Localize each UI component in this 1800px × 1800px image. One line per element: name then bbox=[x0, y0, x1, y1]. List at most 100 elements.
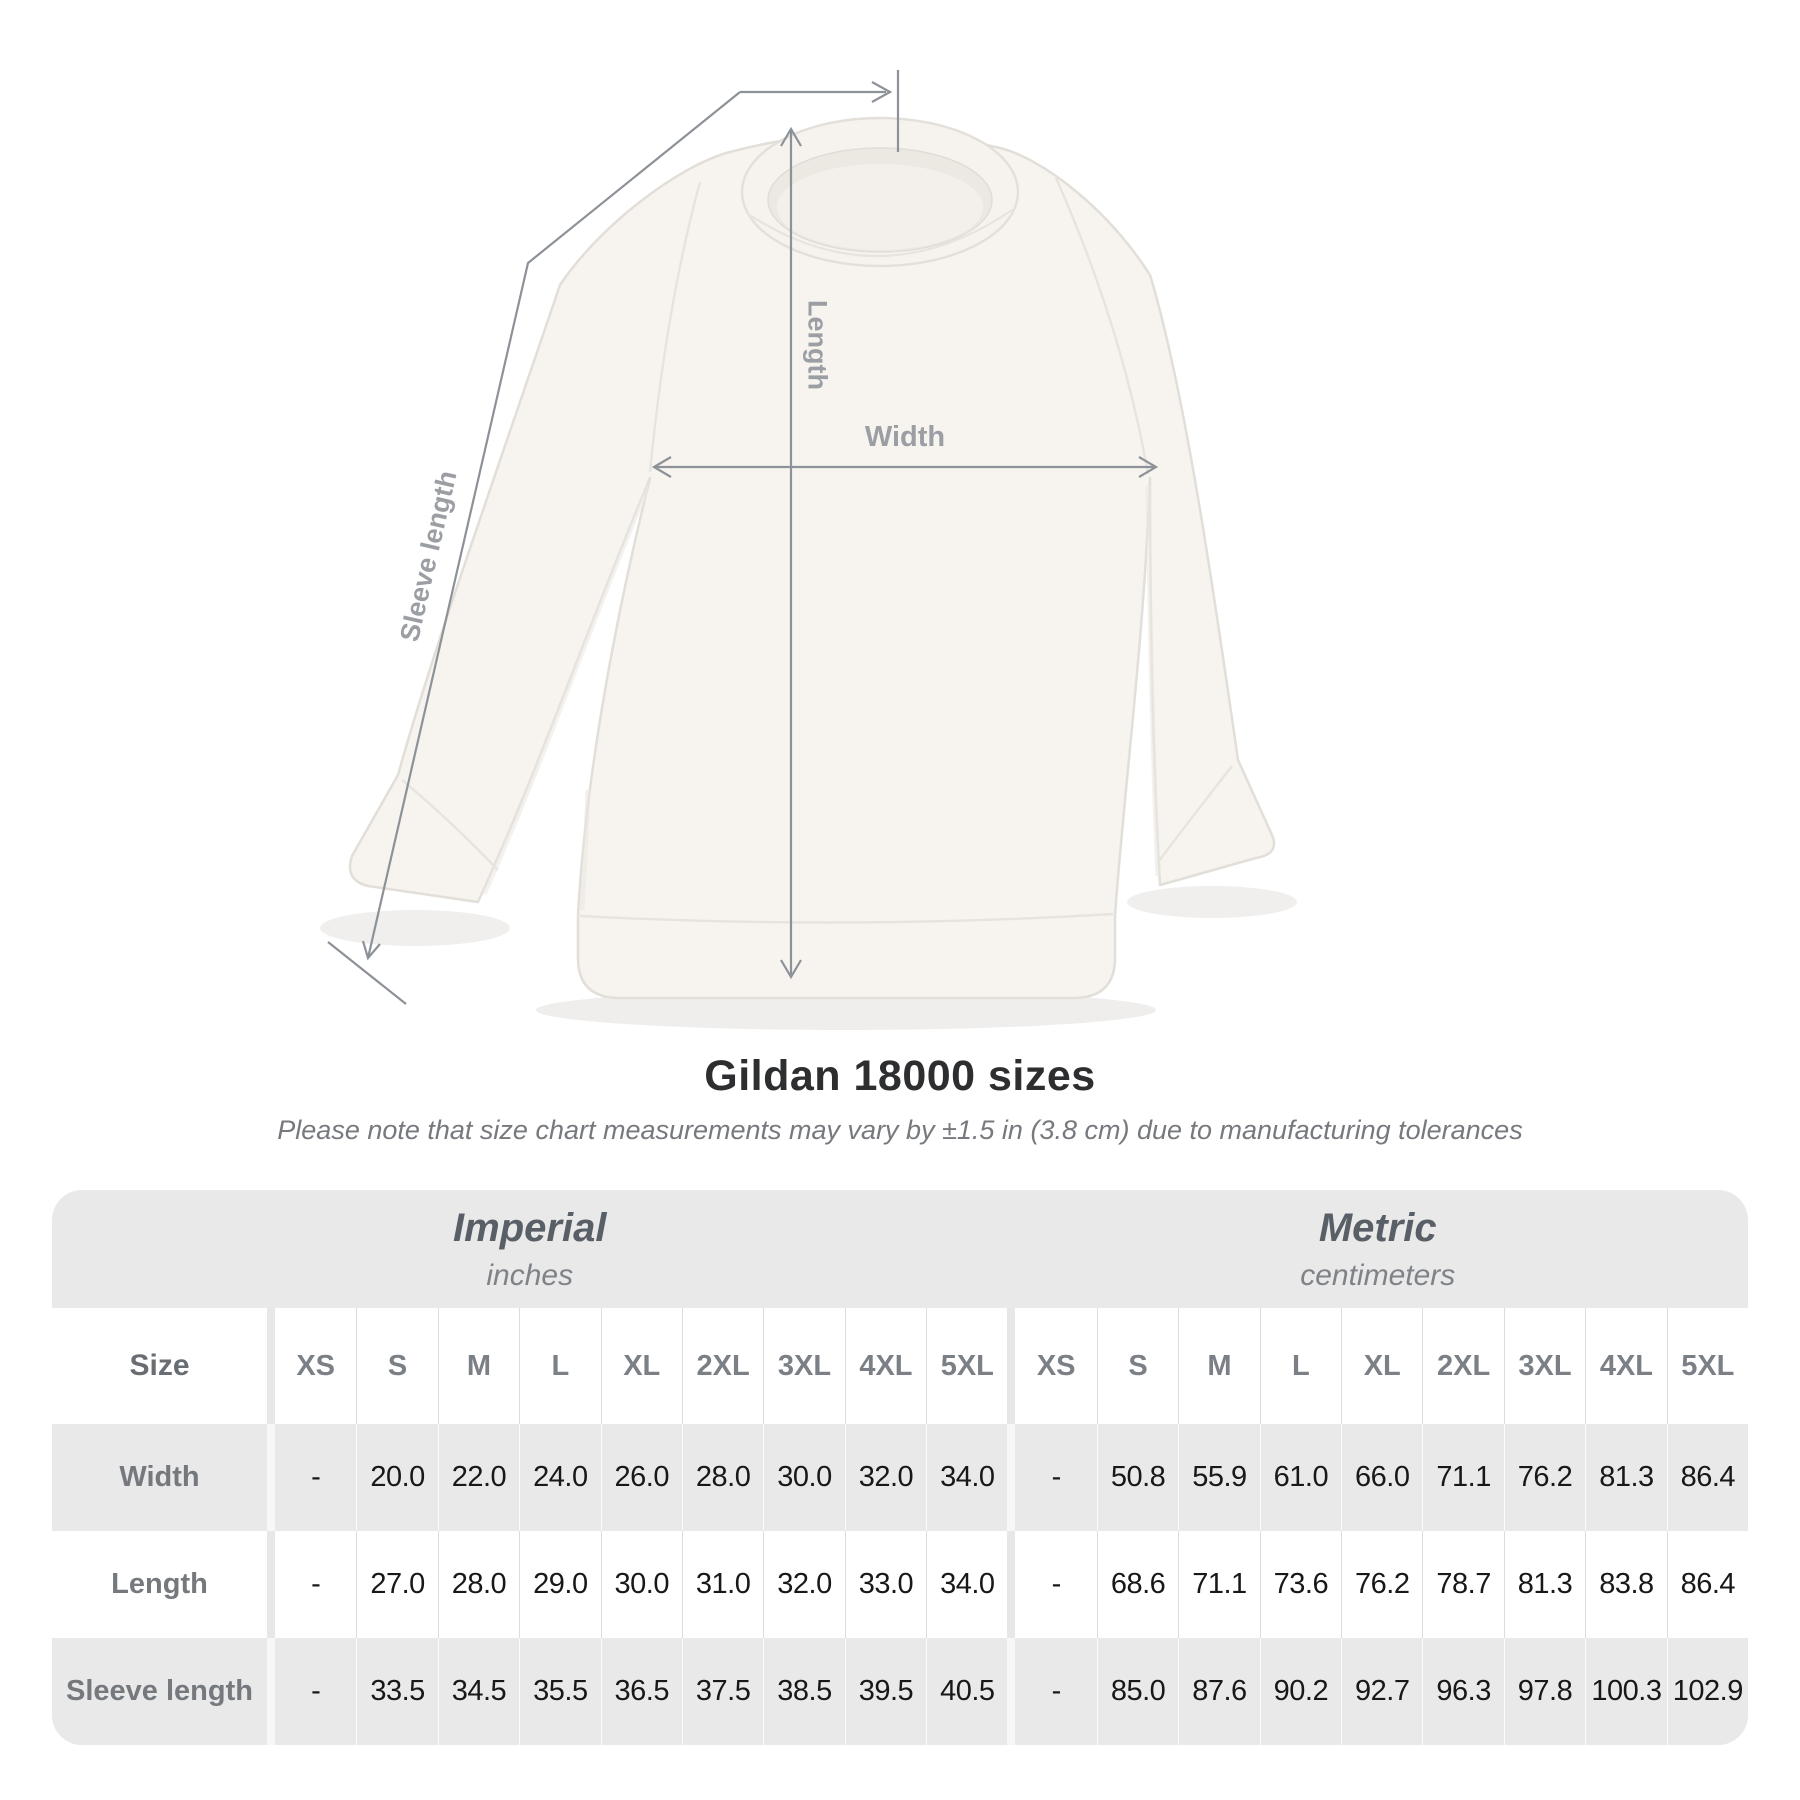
value-cell: 66.0 bbox=[1341, 1424, 1422, 1531]
value-cell: - bbox=[1051, 1461, 1062, 1493]
value-cell: 29.0 bbox=[519, 1531, 600, 1638]
value-cell: 81.3 bbox=[1503, 1531, 1585, 1638]
value-cell: 96.3 bbox=[1422, 1638, 1503, 1745]
row-label: Width bbox=[119, 1461, 200, 1493]
group-divider bbox=[267, 1424, 275, 1531]
units-row: Imperial inches Metric centimeters bbox=[52, 1190, 1748, 1308]
value-cell: 32.0 bbox=[763, 1531, 844, 1638]
table-row: Width - 20.0 22.0 24.0 26.0 28.0 30.0 32.0 34.0 - 5… bbox=[52, 1424, 1748, 1531]
value-cell: 86.4 bbox=[1666, 1424, 1748, 1531]
page-title: Gildan 18000 sizes bbox=[704, 1052, 1096, 1100]
value-cell: 30.0 bbox=[600, 1531, 682, 1638]
value-cell: 35.5 bbox=[519, 1638, 600, 1745]
value-cell: 55.9 bbox=[1178, 1424, 1259, 1531]
group-divider bbox=[1007, 1424, 1016, 1531]
collar bbox=[740, 116, 1020, 268]
value-cell: 83.8 bbox=[1585, 1531, 1666, 1638]
value-cell: 78.7 bbox=[1422, 1531, 1503, 1638]
group-divider bbox=[267, 1531, 275, 1638]
size-header-cell: XL bbox=[600, 1308, 682, 1424]
value-cell: 22.0 bbox=[437, 1424, 519, 1531]
tolerance-note: Please note that size chart measurements… bbox=[277, 1115, 1523, 1145]
measurement-annotations bbox=[327, 70, 1159, 1005]
value-cell: 50.8 bbox=[1096, 1424, 1178, 1531]
value-cell: 37.5 bbox=[681, 1638, 763, 1745]
size-header-cell: 3XL bbox=[763, 1308, 844, 1424]
sleeve-measure-line bbox=[327, 70, 900, 1005]
size-header-cell: 3XL bbox=[1503, 1308, 1585, 1424]
value-cell: 39.5 bbox=[844, 1638, 926, 1745]
size-header-cell: S bbox=[1096, 1308, 1178, 1424]
value-cell: 28.0 bbox=[437, 1531, 519, 1638]
metric-group-unit: centimeters bbox=[1300, 1258, 1456, 1292]
size-header-cell: 5XL bbox=[926, 1308, 1007, 1424]
value-cell: 61.0 bbox=[1259, 1424, 1341, 1531]
length-label: Length bbox=[803, 300, 833, 390]
size-header-cell: L bbox=[519, 1308, 600, 1424]
size-header-row: Size XS S M L XL 2XL 3XL 4XL 5XL XS S M L XL 2XL 3XL 4XL 5… bbox=[52, 1308, 1748, 1424]
value-cell: 81.3 bbox=[1585, 1424, 1666, 1531]
row-label: Sleeve length bbox=[66, 1675, 253, 1707]
group-divider bbox=[267, 1308, 275, 1424]
size-header-cell: 2XL bbox=[1422, 1308, 1503, 1424]
value-cell: 32.0 bbox=[844, 1424, 926, 1531]
table-rows: Size XS S M L XL 2XL 3XL 4XL 5XL XS S M L XL 2XL 3XL 4XL 5… bbox=[52, 1308, 1748, 1745]
value-cell: 90.2 bbox=[1259, 1638, 1341, 1745]
value-cell: 28.0 bbox=[681, 1424, 763, 1531]
fabric-shading bbox=[481, 485, 1161, 911]
value-cell: 97.8 bbox=[1503, 1638, 1585, 1745]
row-label: Length bbox=[111, 1568, 208, 1600]
group-divider bbox=[1007, 1308, 1016, 1424]
metric-group-header: Metric centimeters bbox=[1008, 1206, 1749, 1293]
value-cell: - bbox=[311, 1568, 321, 1600]
value-cell: 24.0 bbox=[519, 1424, 600, 1531]
value-cell: 102.9 bbox=[1666, 1638, 1748, 1745]
value-cell: 86.4 bbox=[1666, 1531, 1748, 1638]
size-header-cell: M bbox=[1178, 1308, 1259, 1424]
imperial-group-unit: inches bbox=[486, 1258, 574, 1292]
value-cell: 76.2 bbox=[1341, 1531, 1422, 1638]
size-header-cell: M bbox=[437, 1308, 519, 1424]
value-cell: 92.7 bbox=[1341, 1638, 1422, 1745]
value-cell: 33.5 bbox=[356, 1638, 437, 1745]
value-cell: - bbox=[1051, 1568, 1062, 1600]
group-divider bbox=[1007, 1638, 1016, 1745]
size-table: Imperial inches Metric centimeters Size X… bbox=[52, 1190, 1748, 1745]
garment-seams bbox=[401, 177, 1233, 924]
size-header-cell: L bbox=[1259, 1308, 1341, 1424]
size-header-cell: 2XL bbox=[681, 1308, 763, 1424]
heading-block: Gildan 18000 sizes Please note that size… bbox=[0, 1052, 1800, 1146]
size-header-cell: XL bbox=[1341, 1308, 1422, 1424]
size-header-cell: 4XL bbox=[1585, 1308, 1666, 1424]
imperial-group-header: Imperial inches bbox=[52, 1206, 1008, 1293]
value-cell: 30.0 bbox=[763, 1424, 844, 1531]
group-divider bbox=[267, 1638, 275, 1745]
value-cell: 34.0 bbox=[926, 1531, 1007, 1638]
value-cell: - bbox=[311, 1675, 321, 1707]
width-label: Width bbox=[865, 421, 945, 453]
size-header-cell: S bbox=[356, 1308, 437, 1424]
sweatshirt-illustration bbox=[348, 116, 1276, 1000]
size-column-header: Size bbox=[129, 1349, 190, 1382]
value-cell: 76.2 bbox=[1503, 1424, 1585, 1531]
value-cell: 38.5 bbox=[763, 1638, 844, 1745]
value-cell: 40.5 bbox=[926, 1638, 1007, 1745]
value-cell: 26.0 bbox=[600, 1424, 682, 1531]
ground-shadow bbox=[320, 886, 1297, 1030]
value-cell: 34.0 bbox=[926, 1424, 1007, 1531]
group-divider bbox=[1007, 1531, 1016, 1638]
metric-group-name: Metric bbox=[1318, 1205, 1437, 1250]
value-cell: 71.1 bbox=[1422, 1424, 1503, 1531]
value-cell: 36.5 bbox=[600, 1638, 682, 1745]
length-measure-line bbox=[780, 126, 802, 980]
size-header-cell: XS bbox=[1036, 1349, 1076, 1382]
value-cell: 71.1 bbox=[1178, 1531, 1259, 1638]
value-cell: 33.0 bbox=[844, 1531, 926, 1638]
value-cell: 85.0 bbox=[1096, 1638, 1178, 1745]
value-cell: 20.0 bbox=[356, 1424, 437, 1531]
imperial-group-name: Imperial bbox=[453, 1205, 607, 1250]
value-cell: 100.3 bbox=[1585, 1638, 1666, 1745]
value-cell: 27.0 bbox=[356, 1531, 437, 1638]
value-cell: - bbox=[1051, 1675, 1062, 1707]
